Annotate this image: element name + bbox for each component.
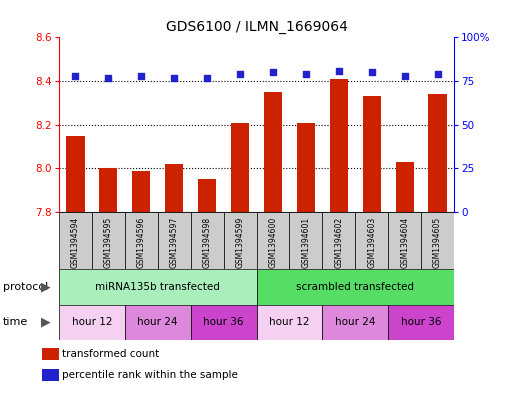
Bar <box>256 212 289 269</box>
Text: hour 12: hour 12 <box>72 317 112 327</box>
Text: GSM1394601: GSM1394601 <box>301 217 310 268</box>
Point <box>104 74 112 81</box>
Bar <box>59 212 92 269</box>
Text: hour 36: hour 36 <box>203 317 244 327</box>
Bar <box>125 212 158 269</box>
Bar <box>158 212 191 269</box>
Point <box>137 73 145 79</box>
Point <box>236 71 244 77</box>
Text: GSM1394598: GSM1394598 <box>203 217 212 268</box>
Point <box>71 73 80 79</box>
Bar <box>66 136 85 212</box>
Bar <box>59 305 125 340</box>
Point <box>302 71 310 77</box>
Text: GSM1394599: GSM1394599 <box>235 217 245 268</box>
Bar <box>231 123 249 212</box>
Bar <box>191 212 224 269</box>
Text: GSM1394600: GSM1394600 <box>268 217 278 268</box>
Point <box>368 69 376 75</box>
Bar <box>322 212 355 269</box>
Bar <box>355 212 388 269</box>
Bar <box>388 305 454 340</box>
Text: GSM1394603: GSM1394603 <box>367 217 376 268</box>
Bar <box>59 269 256 305</box>
Text: GSM1394602: GSM1394602 <box>334 217 343 268</box>
Point <box>433 71 442 77</box>
Bar <box>322 305 388 340</box>
Bar <box>256 269 454 305</box>
Bar <box>289 212 322 269</box>
Bar <box>42 369 60 381</box>
Text: hour 12: hour 12 <box>269 317 310 327</box>
Text: GSM1394597: GSM1394597 <box>170 217 179 268</box>
Bar <box>428 94 447 212</box>
Text: GSM1394595: GSM1394595 <box>104 217 113 268</box>
Text: hour 24: hour 24 <box>137 317 178 327</box>
Bar <box>125 305 191 340</box>
Text: GSM1394604: GSM1394604 <box>400 217 409 268</box>
Text: hour 24: hour 24 <box>335 317 376 327</box>
Text: time: time <box>3 317 28 327</box>
Text: GSM1394594: GSM1394594 <box>71 217 80 268</box>
Bar <box>165 164 183 212</box>
Point <box>269 69 277 75</box>
Bar <box>396 162 413 212</box>
Text: ▶: ▶ <box>42 316 51 329</box>
Bar <box>198 180 216 212</box>
Point <box>334 68 343 74</box>
Bar <box>191 305 256 340</box>
Text: protocol: protocol <box>3 282 48 292</box>
Bar <box>132 171 150 212</box>
Text: GSM1394605: GSM1394605 <box>433 217 442 268</box>
Bar <box>388 212 421 269</box>
Point <box>203 74 211 81</box>
Bar <box>224 212 256 269</box>
Point <box>401 73 409 79</box>
Bar <box>264 92 282 212</box>
Bar <box>297 123 315 212</box>
Bar <box>100 169 117 212</box>
Bar <box>330 79 348 212</box>
Text: miRNA135b transfected: miRNA135b transfected <box>95 282 220 292</box>
Bar <box>92 212 125 269</box>
Bar <box>256 305 322 340</box>
Text: hour 36: hour 36 <box>401 317 441 327</box>
Text: ▶: ▶ <box>42 280 51 294</box>
Text: percentile rank within the sample: percentile rank within the sample <box>63 370 238 380</box>
Point <box>170 74 179 81</box>
Text: GSM1394596: GSM1394596 <box>137 217 146 268</box>
Bar <box>42 348 60 360</box>
Bar <box>421 212 454 269</box>
Title: GDS6100 / ILMN_1669064: GDS6100 / ILMN_1669064 <box>166 20 347 33</box>
Text: transformed count: transformed count <box>63 349 160 359</box>
Text: scrambled transfected: scrambled transfected <box>296 282 415 292</box>
Bar <box>363 96 381 212</box>
